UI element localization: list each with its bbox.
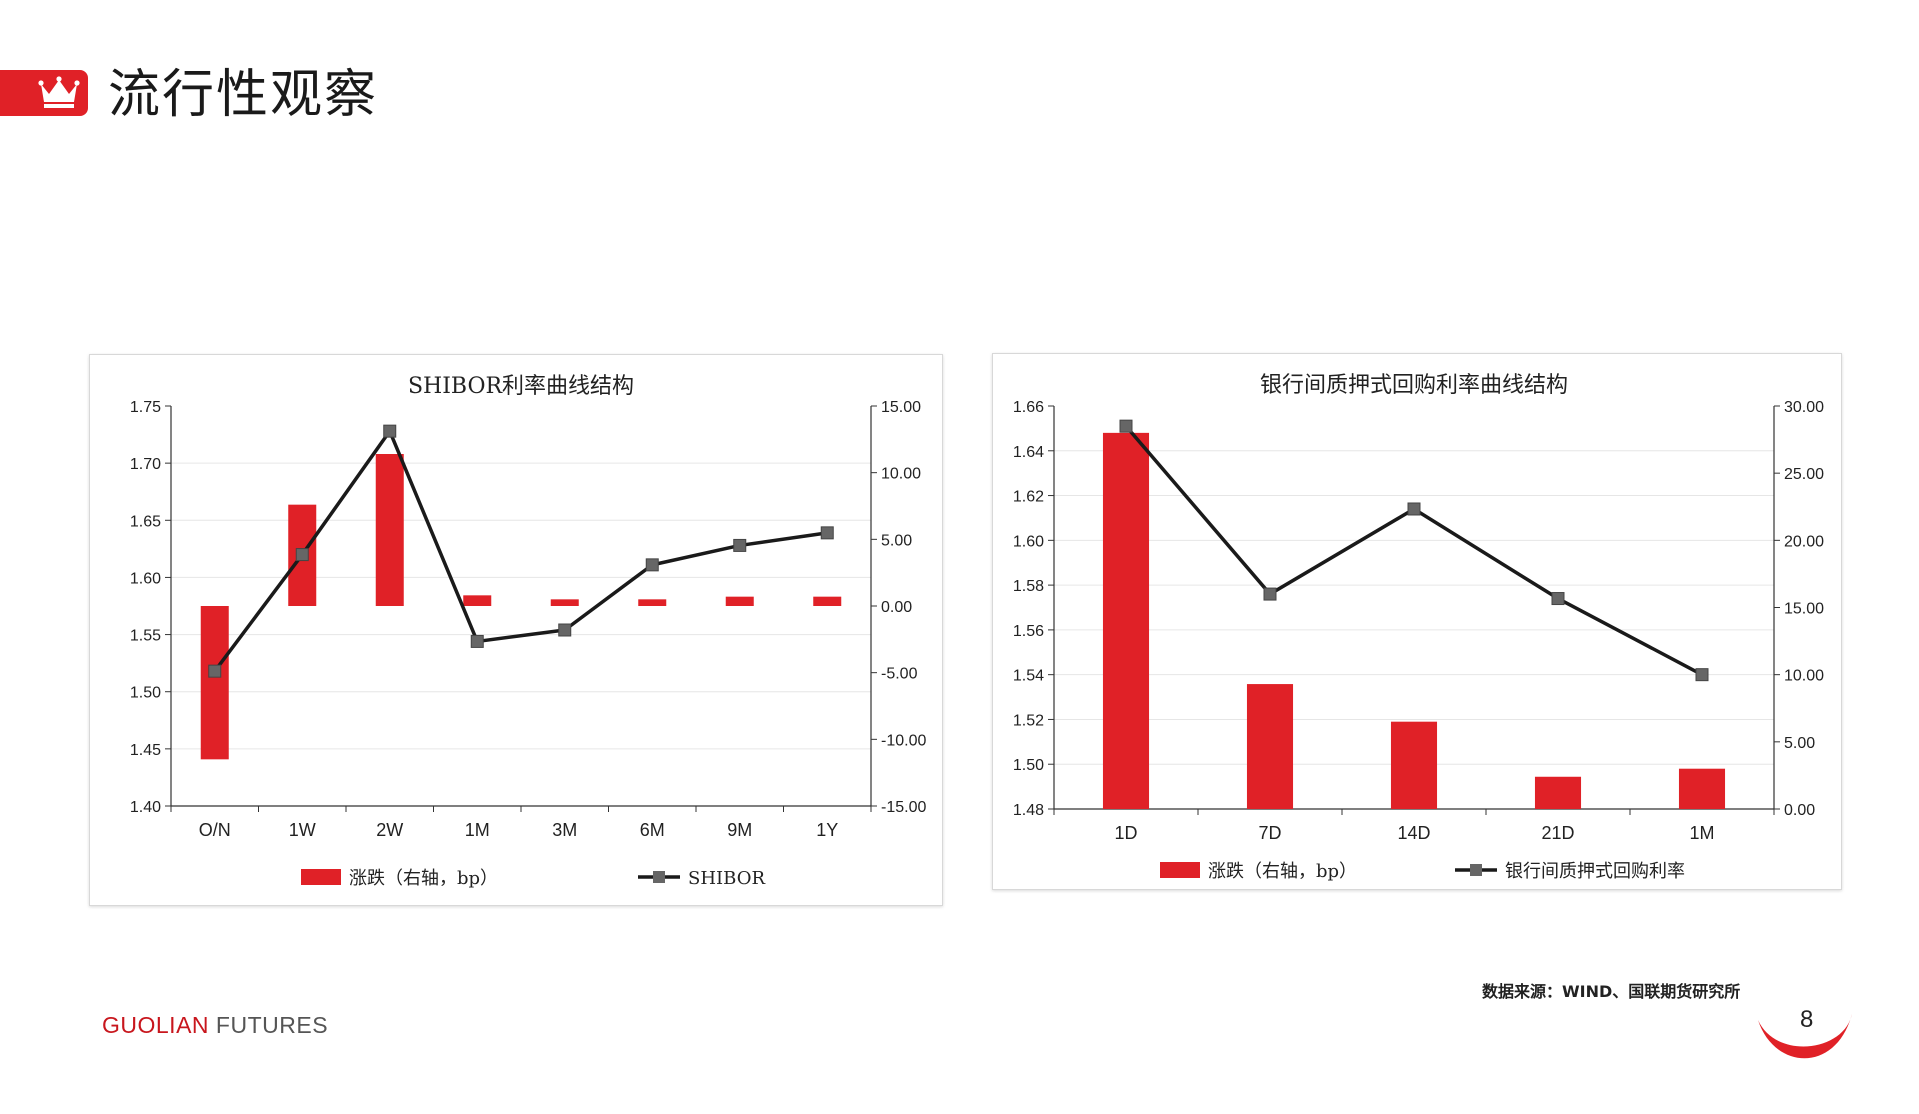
page-title: 流行性观察 xyxy=(108,65,379,125)
right-axis-tick-label: 5.00 xyxy=(881,532,912,549)
left-axis-tick-label: 1.50 xyxy=(130,685,161,702)
rate-point-1M xyxy=(1695,668,1709,682)
left-axis-tick-label: 1.40 xyxy=(130,799,161,816)
shibor-chart: SHIBOR利率曲线结构 1.75 1.70 1.65 1.60 1.55 1.50 1.45… xyxy=(130,374,927,889)
legend-line-label: SHIBOR xyxy=(688,868,765,889)
x-axis-tick-label: 14D xyxy=(1397,823,1430,843)
x-axis-tick-label: 1M xyxy=(1689,823,1714,843)
bar-change-21D xyxy=(1534,776,1582,809)
x-axis-tick-label: 6M xyxy=(640,820,665,840)
rate-point-1Y xyxy=(820,526,834,540)
left-axis-tick-label: 1.70 xyxy=(130,456,161,473)
x-axis-tick-label: O/N xyxy=(199,820,231,840)
rate-point-21D xyxy=(1551,592,1565,606)
brand-name-part2: FUTURES xyxy=(215,1012,329,1038)
page-badge-icon xyxy=(1758,1014,1852,1059)
rate-point-1D xyxy=(1119,419,1133,433)
legend-line-marker xyxy=(1470,864,1482,876)
bar-change-3M xyxy=(550,599,579,606)
bar-change-1D xyxy=(1102,432,1150,809)
left-axis-tick-label: 1.55 xyxy=(130,628,161,645)
chart-title: 银行间质押式回购利率曲线结构 xyxy=(1260,373,1568,398)
page-number: 8 xyxy=(1800,1006,1814,1033)
left-axis-tick-label: 1.52 xyxy=(1013,712,1044,729)
x-axis-tick-label: 1M xyxy=(465,820,490,840)
data-source-note: 数据来源：WIND、国联期货研究所 xyxy=(1482,982,1741,1001)
left-axis-tick-label: 1.60 xyxy=(1013,533,1044,550)
x-axis-tick-label: 2W xyxy=(376,820,403,840)
bar-change-1Y xyxy=(813,596,842,606)
left-axis-tick-label: 1.64 xyxy=(1013,444,1044,461)
left-axis-tick-label: 1.58 xyxy=(1013,578,1044,595)
rate-line xyxy=(213,429,828,673)
bar-change-14D xyxy=(1390,721,1438,809)
brand-name-part1: GUOLIAN xyxy=(102,1012,210,1038)
left-axis-tick-label: 1.60 xyxy=(130,570,161,587)
left-axis-tick-label: 1.45 xyxy=(130,742,161,759)
x-axis-tick-label: 1Y xyxy=(816,820,838,840)
x-axis-tick-label: 9M xyxy=(727,820,752,840)
rate-point-2W xyxy=(383,424,397,438)
legend-line-marker xyxy=(653,871,665,883)
crown-icon xyxy=(38,76,80,108)
shibor-chart-panel: SHIBOR利率曲线结构 1.75 1.70 1.65 1.60 1.55 1.50 1.45… xyxy=(89,354,943,906)
right-axis-tick-label: 25.00 xyxy=(1784,466,1824,483)
x-axis-tick-label: 1W xyxy=(289,820,316,840)
rate-point-14D xyxy=(1407,502,1421,516)
repo-chart-panel: 银行间质押式回购利率曲线结构 1.66 1.64 1.62 1.60 1.58 1.56 1.… xyxy=(992,353,1842,890)
bar-change-6M xyxy=(638,599,667,606)
x-axis-tick-label: 1D xyxy=(1114,823,1137,843)
bar-change-1M xyxy=(1678,768,1726,809)
right-axis-tick-label: -5.00 xyxy=(881,666,918,683)
bar-change-7D xyxy=(1246,684,1294,809)
left-axis-tick-label: 1.65 xyxy=(130,513,161,530)
left-axis-tick-label: 1.75 xyxy=(130,399,161,416)
rate-point-9M xyxy=(733,538,747,552)
left-axis-tick-label: 1.62 xyxy=(1013,489,1044,506)
x-axis-tick-label: 3M xyxy=(552,820,577,840)
right-axis-tick-label: -10.00 xyxy=(881,732,926,749)
left-axis-tick-label: 1.56 xyxy=(1013,623,1044,640)
right-axis-tick-label: 15.00 xyxy=(1784,601,1824,618)
repo-chart: 银行间质押式回购利率曲线结构 1.66 1.64 1.62 1.60 1.58 1.56 1.… xyxy=(1013,373,1824,882)
right-axis-tick-label: 15.00 xyxy=(881,399,921,416)
legend-bar-swatch xyxy=(1160,862,1200,878)
rate-line xyxy=(1124,425,1703,677)
left-axis-tick-label: 1.48 xyxy=(1013,802,1044,819)
right-axis-tick-label: -15.00 xyxy=(881,799,926,816)
legend-bar-swatch xyxy=(301,869,341,885)
rate-point-1M xyxy=(470,634,484,648)
rate-point-3M xyxy=(558,623,572,637)
rate-point-O/N xyxy=(208,664,222,678)
right-axis-tick-label: 5.00 xyxy=(1784,735,1815,752)
bar-change-2W xyxy=(375,454,404,606)
left-axis-tick-label: 1.54 xyxy=(1013,668,1044,685)
footer-brand: GUOLIAN FUTURES xyxy=(102,1012,328,1039)
legend-bar-label: 涨跌（右轴，bp） xyxy=(349,868,498,889)
bar-change-9M xyxy=(725,596,754,606)
right-axis-tick-label: 0.00 xyxy=(881,599,912,616)
rate-point-1W xyxy=(295,548,309,562)
rate-point-6M xyxy=(645,558,659,572)
right-axis-tick-label: 20.00 xyxy=(1784,533,1824,550)
bar-change-1M xyxy=(463,595,492,606)
bar-change-O/N xyxy=(200,606,229,760)
x-axis-tick-label: 21D xyxy=(1541,823,1574,843)
left-axis-tick-label: 1.50 xyxy=(1013,757,1044,774)
chart-title: SHIBOR利率曲线结构 xyxy=(408,374,634,399)
right-axis-tick-label: 30.00 xyxy=(1784,399,1824,416)
legend-line-label: 银行间质押式回购利率 xyxy=(1505,861,1685,882)
right-axis-tick-label: 10.00 xyxy=(1784,668,1824,685)
right-axis-tick-label: 10.00 xyxy=(881,466,921,483)
rate-point-7D xyxy=(1263,587,1277,601)
left-axis-tick-label: 1.66 xyxy=(1013,399,1044,416)
legend-bar-label: 涨跌（右轴，bp） xyxy=(1208,861,1357,882)
x-axis-tick-label: 7D xyxy=(1258,823,1281,843)
right-axis-tick-label: 0.00 xyxy=(1784,802,1815,819)
